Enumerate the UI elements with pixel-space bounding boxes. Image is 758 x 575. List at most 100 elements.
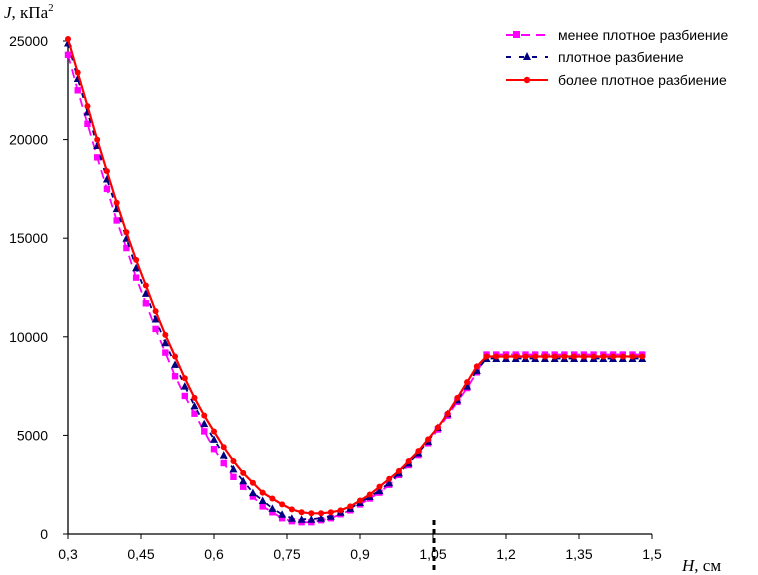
data-point — [162, 349, 169, 356]
data-point — [181, 375, 188, 382]
x-ticks: 0,3 0,45 0,6 0,75 0,9 1,05 1,2 1,35 1,5 — [58, 534, 662, 562]
series-2 — [65, 36, 646, 517]
x-tick-label: 1,5 — [642, 546, 662, 562]
y-tick-label: 15000 — [9, 230, 48, 246]
data-point — [454, 394, 461, 401]
data-point — [190, 401, 199, 410]
y-tick-label: 10000 — [9, 329, 48, 345]
legend-marker-circle — [523, 76, 531, 84]
data-point — [317, 514, 326, 522]
data-point — [288, 506, 295, 513]
data-point — [162, 331, 169, 338]
data-point — [472, 366, 481, 374]
data-point — [464, 379, 471, 386]
data-point — [172, 353, 179, 360]
data-point — [133, 256, 140, 263]
series-group — [64, 36, 647, 526]
data-point — [326, 512, 335, 520]
data-point — [180, 382, 189, 390]
data-point — [229, 464, 238, 473]
data-point — [347, 503, 354, 510]
data-point — [425, 436, 432, 443]
data-point — [74, 69, 81, 76]
series-1 — [64, 38, 647, 523]
x-axis-unit: , см — [694, 556, 721, 575]
data-point — [386, 475, 393, 482]
data-point — [269, 495, 276, 502]
data-point — [258, 496, 267, 504]
data-point — [366, 491, 373, 498]
data-point — [113, 217, 120, 224]
data-point — [375, 486, 384, 495]
legend-item-dense: плотное разбиение — [506, 49, 684, 65]
data-point — [415, 448, 422, 455]
y-axis-title: J, кПа2 — [4, 2, 54, 22]
data-point — [220, 459, 227, 467]
data-point — [211, 428, 217, 435]
data-point — [610, 353, 617, 360]
data-point — [522, 353, 529, 360]
data-point — [395, 467, 402, 474]
y-ticks: 0 5000 10000 15000 20000 25000 — [9, 33, 68, 542]
x-tick-label: 0,45 — [127, 546, 154, 562]
data-point — [571, 353, 578, 360]
x-tick-label: 1,35 — [565, 546, 592, 562]
data-point — [561, 353, 568, 360]
x-tick-label: 1,2 — [496, 546, 516, 562]
data-point — [230, 458, 237, 465]
y-axis-unit: , кПа — [12, 3, 49, 22]
data-point — [357, 497, 363, 504]
data-point — [434, 424, 441, 431]
data-point — [308, 510, 315, 517]
data-point — [580, 353, 587, 360]
legend-label-less-dense: менее плотное разбиение — [558, 27, 728, 43]
data-point — [210, 446, 218, 453]
data-point — [327, 509, 334, 516]
legend-item-more-dense: более плотное разбиение — [506, 72, 727, 88]
data-point — [269, 509, 276, 516]
data-point — [493, 353, 500, 360]
data-point — [512, 353, 519, 360]
data-point — [201, 412, 208, 419]
data-point — [337, 507, 344, 514]
data-point — [132, 274, 140, 281]
series-line — [67, 42, 643, 521]
data-point — [94, 154, 101, 161]
data-point — [503, 353, 509, 360]
data-point — [268, 504, 277, 512]
data-point — [376, 483, 383, 490]
data-point — [249, 479, 256, 486]
data-point — [123, 229, 130, 236]
legend-item-less-dense: менее плотное разбиение — [506, 27, 728, 43]
data-point — [483, 353, 490, 360]
x-tick-label: 1,05 — [419, 546, 446, 562]
data-point — [152, 308, 159, 315]
data-point — [405, 458, 412, 465]
data-point — [278, 510, 287, 518]
series-0 — [64, 51, 646, 526]
data-point — [259, 489, 266, 496]
data-point — [74, 87, 81, 94]
data-point — [84, 103, 91, 110]
data-point — [619, 353, 626, 360]
data-point — [259, 503, 266, 510]
data-point — [161, 338, 170, 347]
data-point — [171, 360, 180, 368]
data-point — [103, 185, 111, 193]
data-point — [142, 282, 149, 289]
y-tick-label: 25000 — [9, 33, 48, 49]
x-tick-label: 0,6 — [204, 546, 224, 562]
y-axis-variable: J — [4, 3, 13, 22]
data-point — [463, 382, 472, 390]
data-point — [249, 493, 257, 500]
x-tick-label: 0,75 — [273, 546, 300, 562]
data-point — [201, 428, 208, 435]
legend-marker-triangle — [523, 52, 531, 60]
data-point — [385, 478, 394, 487]
data-point — [287, 514, 296, 522]
data-point — [590, 353, 597, 360]
data-point — [279, 501, 286, 508]
data-point — [473, 363, 480, 370]
series-line — [67, 54, 643, 524]
